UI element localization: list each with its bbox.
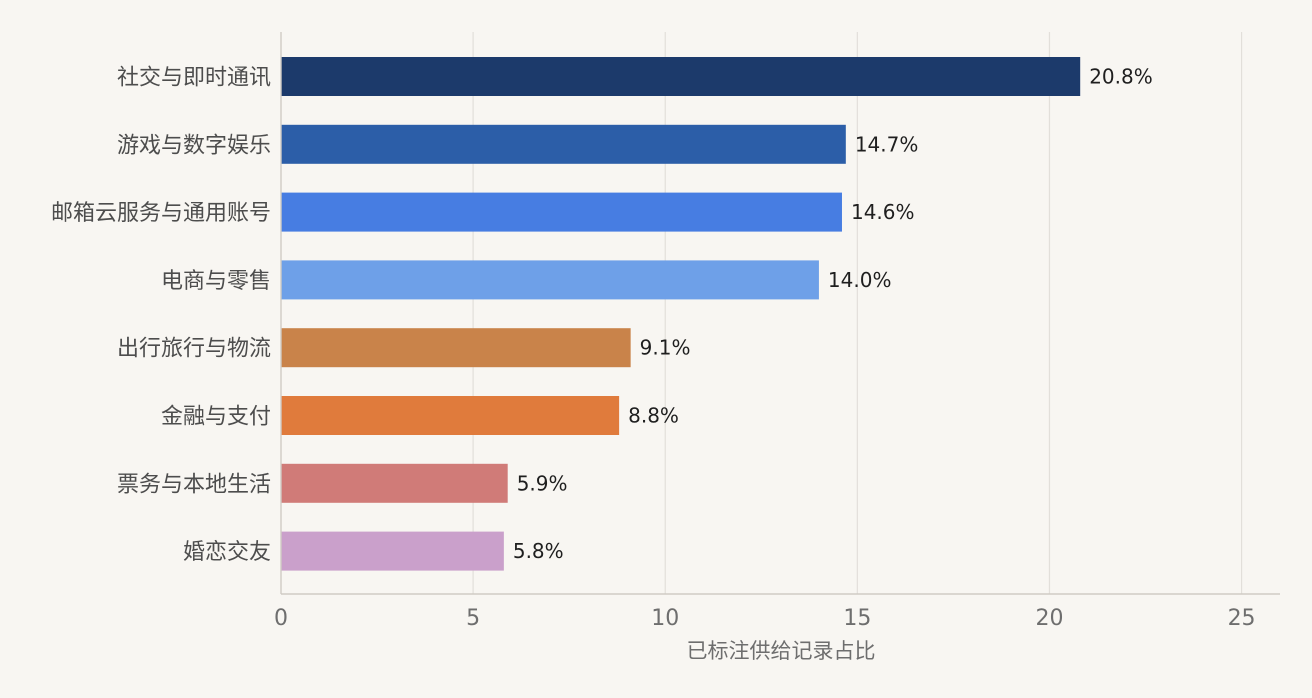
- x-tick-label: 15: [843, 606, 871, 631]
- bar: [281, 57, 1081, 96]
- data-label: 14.7%: [855, 132, 919, 156]
- data-label: 14.0%: [828, 268, 892, 292]
- bar: [281, 192, 842, 232]
- x-tick-label: 5: [466, 606, 480, 631]
- grid-layer: [472, 32, 1243, 594]
- x-tick-label: 25: [1228, 606, 1256, 631]
- bar: [281, 328, 631, 368]
- data-label: 14.6%: [851, 200, 915, 224]
- category-label: 电商与零售: [161, 269, 271, 294]
- category-label: 出行旅行与物流: [117, 337, 271, 362]
- category-label: 社交与即时通讯: [117, 66, 271, 91]
- category-label: 邮箱云服务与通用账号: [51, 201, 271, 226]
- bar: [281, 260, 819, 300]
- data-label: 5.9%: [517, 471, 568, 495]
- data-label: 9.1%: [640, 336, 691, 360]
- bar: [281, 463, 508, 503]
- x-axis-title: 已标注供给记录占比: [687, 639, 876, 663]
- label-layer: 社交与即时通讯 20.8% 游戏与数字娱乐 14.7% 邮箱云服务与通用账号 14.6% 电…: [51, 65, 1153, 566]
- x-tick-label: 10: [651, 606, 679, 631]
- category-label: 金融与支付: [161, 405, 271, 430]
- data-label: 8.8%: [628, 404, 679, 428]
- bar: [281, 531, 504, 571]
- category-label: 游戏与数字娱乐: [117, 133, 271, 158]
- bar: [281, 124, 846, 164]
- axis-layer: 0 5 10 15 20 25: [274, 32, 1280, 631]
- x-tick-label: 0: [274, 606, 288, 631]
- data-label: 5.8%: [513, 539, 564, 563]
- x-tick-label: 20: [1035, 606, 1063, 631]
- category-label: 票务与本地生活: [117, 472, 271, 497]
- bar: [281, 396, 620, 435]
- data-label: 20.8%: [1089, 65, 1153, 89]
- category-label: 婚恋交友: [183, 540, 271, 565]
- bar-layer: [281, 57, 1081, 571]
